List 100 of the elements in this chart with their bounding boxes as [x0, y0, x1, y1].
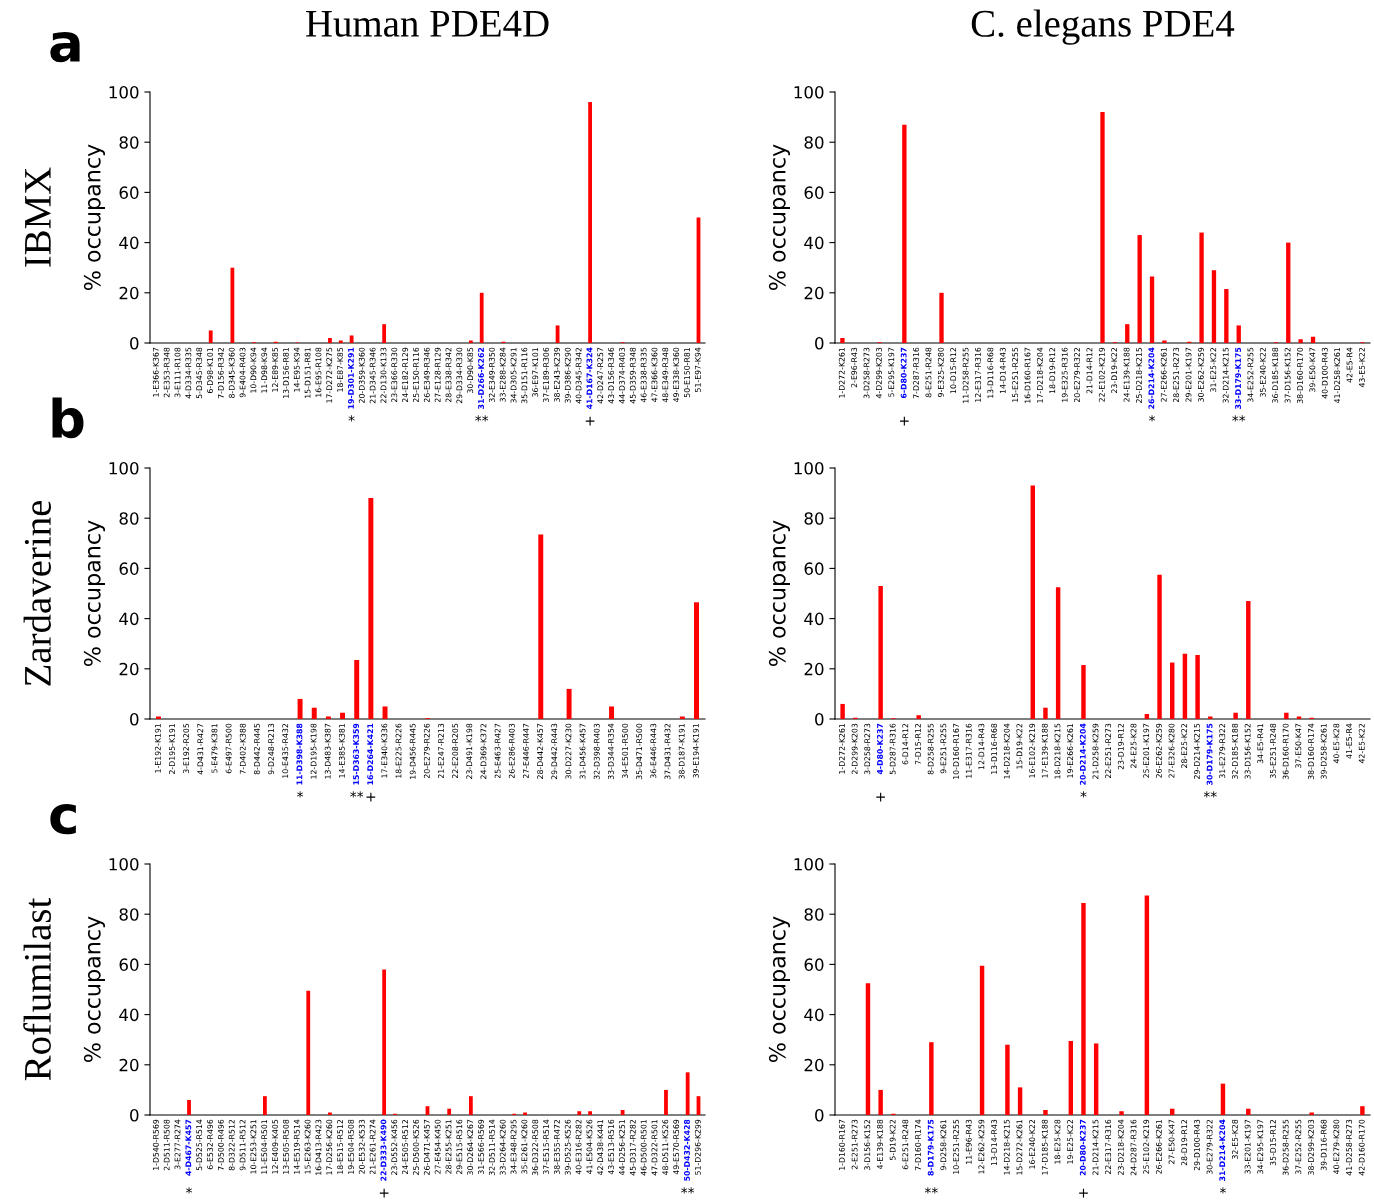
bar [1119, 1111, 1124, 1115]
y-tick-label: 0 [130, 1108, 139, 1122]
y-tick-label: 0 [130, 712, 139, 726]
y-tick-label: 100 [109, 85, 139, 99]
y-tick-label: 0 [815, 1108, 824, 1122]
bar [1017, 1087, 1023, 1115]
y-tick-label: 80 [804, 908, 824, 921]
y-tick-label: 60 [119, 958, 139, 971]
bar [588, 1111, 592, 1115]
bar [349, 335, 354, 343]
text: b [52, 397, 84, 439]
y-tick-label: 0 [815, 336, 824, 350]
text: Zardaverine [23, 500, 51, 686]
bar [1162, 340, 1167, 343]
bar [1137, 235, 1142, 343]
bar [382, 324, 387, 343]
bar [328, 1112, 332, 1115]
y-tick-label: 40 [119, 1008, 139, 1022]
data-label: + [876, 792, 885, 802]
bar [1030, 485, 1035, 719]
y-tick-label: 40 [119, 612, 139, 626]
bar [1246, 601, 1251, 719]
data-label: * [1148, 415, 1156, 422]
y-tick-label: 60 [804, 562, 824, 575]
y-tick-label: 40 [804, 236, 824, 250]
bar [1005, 1044, 1010, 1115]
y-tick-label: 60 [804, 186, 824, 199]
y-tick-label: 100 [109, 461, 139, 475]
bar [1125, 324, 1130, 343]
data-label: * [297, 791, 304, 798]
data-label: ** [1232, 415, 1246, 422]
y-axis-title: % occupancy [83, 144, 105, 291]
bar [1093, 1043, 1099, 1115]
bar [1182, 653, 1188, 719]
data-label: * [348, 415, 355, 422]
data-label: ** [681, 1187, 695, 1194]
bar [916, 715, 921, 719]
bar [588, 102, 592, 343]
bar [1149, 276, 1155, 343]
bar [1309, 1112, 1314, 1115]
y-tick-label: 20 [119, 286, 139, 300]
bar [340, 712, 346, 719]
data-label: + [1079, 1188, 1088, 1198]
y-tick-label: 60 [119, 186, 139, 199]
y-tick-label: 40 [804, 612, 824, 626]
bar [1360, 1106, 1365, 1115]
data-label: ** [475, 415, 489, 422]
bar [538, 534, 544, 719]
bar [685, 1072, 690, 1115]
y-tick-label: 0 [130, 336, 139, 350]
text: IBMX [25, 167, 51, 267]
data-label: + [585, 416, 595, 426]
bar [1144, 713, 1150, 719]
data-label: + [366, 792, 376, 802]
y-tick-label: 80 [804, 136, 824, 149]
y-tick-label: 100 [794, 857, 824, 871]
y-tick-label: 40 [804, 1008, 824, 1022]
bar [468, 340, 473, 343]
bar [523, 1112, 527, 1115]
bar [1043, 1109, 1048, 1115]
bar [878, 1089, 883, 1115]
bar [664, 1089, 668, 1115]
y-tick-label: 40 [119, 236, 139, 250]
bar [368, 498, 374, 719]
bar [865, 983, 871, 1115]
bar [620, 1109, 625, 1115]
y-tick-label: 60 [804, 958, 824, 971]
bar [840, 337, 845, 343]
y-tick-label: 60 [119, 562, 139, 575]
bar [939, 292, 944, 343]
bar [263, 1096, 267, 1115]
y-tick-label: 100 [109, 857, 139, 871]
y-tick-label: 20 [804, 662, 824, 676]
bar [447, 1108, 452, 1115]
bar [840, 703, 845, 719]
bar [338, 340, 343, 343]
data-label: ** [1203, 791, 1217, 798]
y-tick-label: 20 [119, 1058, 139, 1072]
bar [382, 969, 387, 1115]
bar [230, 267, 235, 343]
y-tick-label: 80 [119, 512, 139, 525]
bar [1081, 902, 1086, 1115]
y-tick-label: 100 [794, 461, 824, 475]
data-label: ** [924, 1187, 938, 1194]
y-axis-title: % occupancy [768, 916, 790, 1063]
bar [1055, 587, 1061, 719]
bar [1199, 232, 1204, 343]
bar [1284, 712, 1289, 719]
bar [878, 585, 883, 719]
bar [156, 716, 161, 719]
bar [1211, 270, 1217, 343]
text: Roflumilast [23, 897, 51, 1081]
bar [354, 660, 360, 719]
bar [929, 1042, 934, 1115]
data-label: + [900, 416, 909, 426]
bar [382, 706, 388, 719]
data-label: ** [350, 791, 364, 798]
bar [306, 990, 311, 1115]
bar [679, 716, 685, 719]
bar [979, 965, 985, 1115]
